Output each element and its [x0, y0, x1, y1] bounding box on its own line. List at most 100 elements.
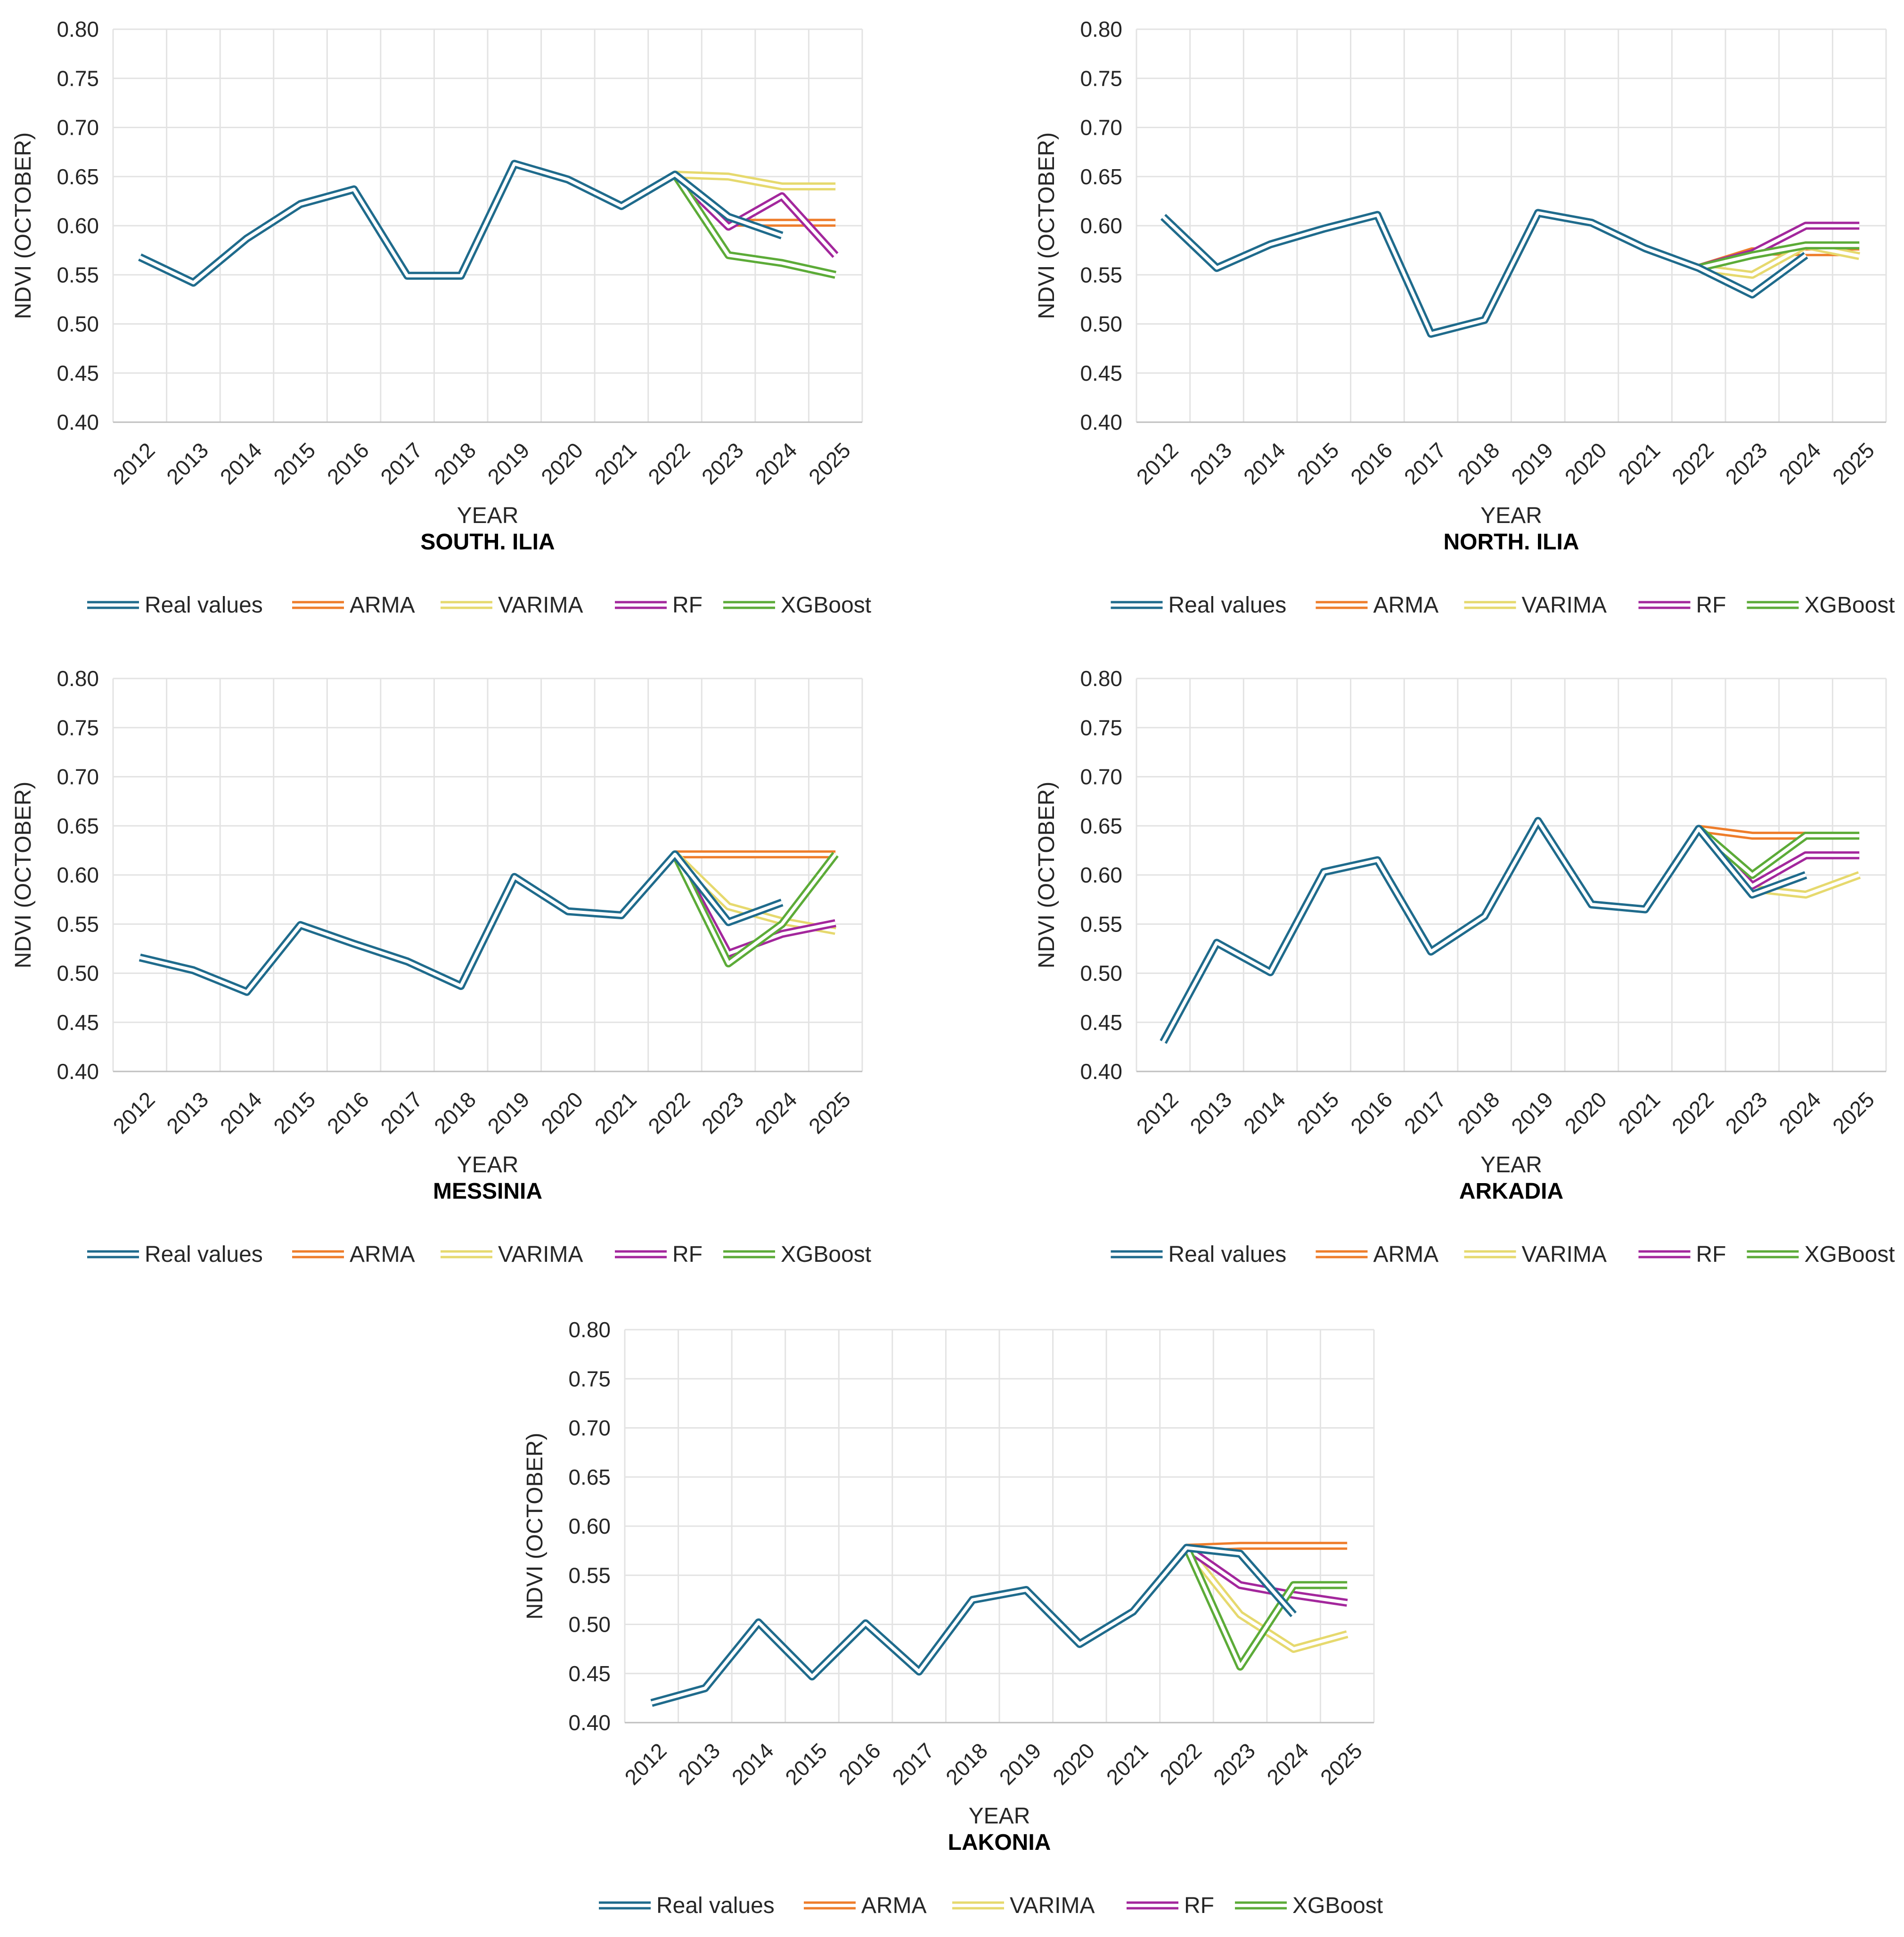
legend-label: VARIMA	[498, 593, 583, 618]
legend-item-varima: VARIMA	[1464, 593, 1607, 618]
legend-item-real-values: Real values	[599, 1893, 775, 1918]
x-tick-label: 2016	[322, 438, 374, 489]
x-tick-label: 2012	[1132, 1087, 1183, 1138]
y-tick-label: 0.55	[568, 1563, 611, 1587]
y-tick-label: 0.40	[1080, 1059, 1122, 1084]
x-tick-label: 2023	[1209, 1738, 1260, 1790]
x-tick-label: 2022	[1667, 1087, 1718, 1138]
legend-item-arma: ARMA	[292, 593, 415, 618]
y-tick-label: 0.70	[1080, 765, 1122, 789]
legend-item-rf: RF	[1127, 1893, 1214, 1918]
y-tick-label: 0.50	[57, 312, 99, 336]
chart-lakonia: 0.40 0.45 0.50 0.55 0.60 0.65 0.70 0.75 0.80 2012…	[523, 1317, 1383, 1918]
legend-label: XGBoost	[781, 593, 871, 618]
y-tick-label: 0.65	[57, 164, 99, 189]
x-tick-label: 2013	[162, 1087, 213, 1138]
x-tick-label: 2013	[673, 1738, 725, 1790]
x-tick-label: 2024	[1774, 1087, 1825, 1138]
x-tick-label: 2025	[804, 438, 855, 489]
x-tick-label: 2020	[536, 1087, 588, 1138]
y-tick-label: 0.50	[568, 1612, 611, 1637]
x-tick-label: 2023	[1721, 438, 1772, 489]
x-axis-title: YEAR	[1480, 503, 1542, 528]
x-tick-label: 2020	[1560, 1087, 1611, 1138]
y-tick-label: 0.40	[57, 410, 99, 434]
x-tick-label: 2016	[1346, 438, 1397, 489]
y-axis-title: NDVI (OCTOBER)	[11, 782, 36, 968]
legend-item-real-values: Real values	[87, 593, 263, 618]
x-tick-label: 2024	[750, 438, 801, 489]
y-tick-label: 0.75	[1080, 66, 1122, 90]
y-tick-label: 0.45	[57, 1010, 99, 1035]
legend-label: Real values	[145, 1242, 263, 1267]
y-tick-label: 0.70	[568, 1416, 611, 1440]
y-tick-label: 0.45	[568, 1661, 611, 1686]
y-tick-label: 0.65	[568, 1465, 611, 1489]
x-tick-label: 2021	[590, 1087, 641, 1138]
legend-item-xgboost: XGBoost	[1747, 593, 1895, 618]
y-tick-label: 0.40	[57, 1059, 99, 1084]
chart-title: ARKADIA	[1459, 1179, 1563, 1204]
series-line-real-values	[1160, 209, 1808, 338]
y-axis-title: NDVI (OCTOBER)	[11, 132, 36, 319]
y-tick-label: 0.50	[1080, 312, 1122, 336]
chart-arkadia: 0.40 0.45 0.50 0.55 0.60 0.65 0.70 0.75 0.80 2012…	[1034, 666, 1895, 1267]
x-tick-label: 2023	[1721, 1087, 1772, 1138]
x-tick-label: 2022	[1155, 1738, 1206, 1790]
x-tick-label: 2017	[376, 1087, 427, 1138]
y-tick-label: 0.40	[1080, 410, 1122, 434]
series-line-varima	[675, 171, 836, 191]
x-tick-label: 2014	[727, 1738, 778, 1790]
x-tick-label: 2016	[322, 1087, 374, 1138]
legend-item-xgboost: XGBoost	[723, 1242, 871, 1267]
y-tick-label: 0.65	[57, 814, 99, 838]
legend-label: RF	[1184, 1893, 1214, 1918]
series-line-xgboost	[1183, 1546, 1348, 1671]
x-tick-label: 2014	[1239, 1087, 1290, 1138]
x-tick-label: 2019	[1506, 438, 1558, 489]
legend-item-arma: ARMA	[1316, 1242, 1438, 1267]
y-tick-label: 0.60	[1080, 213, 1122, 238]
chart-messinia: 0.40 0.45 0.50 0.55 0.60 0.65 0.70 0.75 0.80 2012…	[11, 666, 871, 1267]
series-line-xgboost-inner	[1698, 244, 1860, 270]
y-tick-label: 0.40	[568, 1710, 611, 1735]
legend-label: VARIMA	[1522, 1242, 1607, 1267]
y-axis-title: NDVI (OCTOBER)	[1034, 782, 1059, 968]
chart-title: MESSINIA	[433, 1179, 542, 1204]
series-line-real-values-inner	[139, 852, 783, 994]
y-tick-label: 0.60	[57, 863, 99, 887]
x-tick-label: 2012	[108, 1087, 159, 1138]
series-line-varima	[1698, 241, 1860, 279]
x-tick-label: 2022	[643, 438, 695, 489]
y-tick-label: 0.50	[1080, 961, 1122, 986]
x-tick-label: 2024	[750, 1087, 801, 1138]
x-tick-label: 2023	[697, 1087, 748, 1138]
legend-label: Real values	[145, 593, 263, 618]
legend-item-xgboost: XGBoost	[1747, 1242, 1895, 1267]
x-tick-label: 2019	[482, 1087, 534, 1138]
legend-label: ARMA	[350, 1242, 415, 1267]
x-tick-label: 2013	[1185, 1087, 1236, 1138]
legend-label: ARMA	[350, 593, 415, 618]
legend-item-xgboost: XGBoost	[723, 593, 871, 618]
x-tick-label: 2018	[1453, 1087, 1504, 1138]
x-tick-label: 2025	[1828, 1087, 1879, 1138]
legend-item-arma: ARMA	[292, 1242, 415, 1267]
series-line-arma	[1698, 825, 1806, 840]
series-line-xgboost	[1696, 825, 1860, 879]
legend-item-rf: RF	[615, 1242, 703, 1267]
y-tick-label: 0.80	[57, 666, 99, 691]
legend-label: XGBoost	[1805, 1242, 1895, 1267]
legend: Real values ARMA VARIMA RF XGBoost	[87, 593, 871, 618]
x-tick-label: 2020	[1560, 438, 1611, 489]
x-tick-label: 2024	[1262, 1738, 1313, 1790]
series-line-xgboost-inner	[1698, 827, 1860, 877]
x-axis-title: YEAR	[457, 1152, 519, 1177]
legend-label: RF	[1696, 1242, 1726, 1267]
legend-label: VARIMA	[498, 1242, 583, 1267]
x-tick-label: 2017	[376, 438, 427, 489]
legend: Real values ARMA VARIMA RF XGBoost	[599, 1893, 1383, 1918]
series-line-xgboost-inner	[673, 173, 836, 277]
x-tick-label: 2022	[643, 1087, 695, 1138]
legend-item-xgboost: XGBoost	[1235, 1893, 1383, 1918]
